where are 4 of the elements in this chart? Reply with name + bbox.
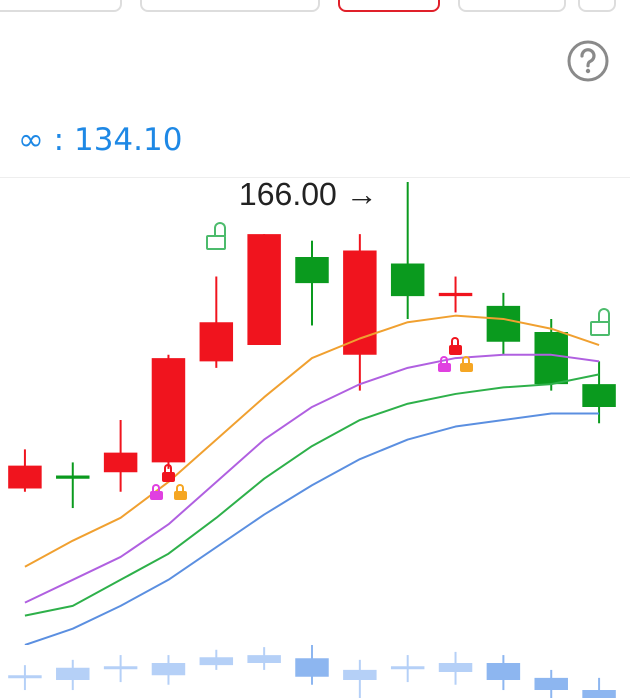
candlestick — [438, 276, 472, 312]
text: ∞ : 134.10 — [18, 122, 182, 158]
annotation: 166.00 → — [238, 176, 378, 212]
candlestick — [56, 462, 90, 508]
